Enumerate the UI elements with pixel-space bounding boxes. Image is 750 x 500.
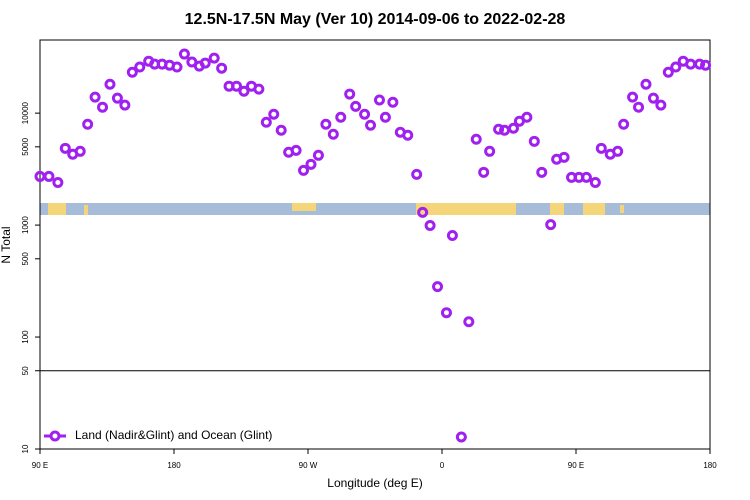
point — [470, 133, 482, 145]
point — [685, 58, 697, 70]
legend-label: Land (Nadir&Glint) and Ocean (Glint) — [75, 428, 272, 442]
point — [493, 123, 505, 135]
chart-title: 12.5N-17.5N May (Ver 10) 2014-09-06 to 2… — [185, 11, 566, 28]
point — [455, 431, 467, 443]
point — [335, 111, 347, 123]
point — [275, 124, 287, 136]
point — [507, 122, 519, 134]
x-tick-label: 90 E — [568, 461, 584, 470]
point — [647, 92, 659, 104]
point — [424, 220, 436, 232]
point — [350, 100, 362, 112]
point — [446, 230, 458, 242]
point — [463, 316, 475, 328]
point — [104, 78, 116, 90]
y-tick-label: 50 — [21, 366, 30, 375]
point — [612, 145, 624, 157]
point — [432, 281, 444, 293]
point — [126, 66, 138, 78]
y-tick-label: 5000 — [21, 137, 30, 155]
point — [627, 91, 639, 103]
x-tick-label: 90 E — [32, 461, 48, 470]
point — [74, 145, 86, 157]
point — [700, 59, 712, 71]
x-tick-label: 90 W — [299, 461, 318, 470]
point — [655, 99, 667, 111]
point — [111, 92, 123, 104]
point — [478, 166, 490, 178]
point — [545, 219, 557, 231]
point — [558, 151, 570, 163]
point — [484, 145, 496, 157]
point — [327, 128, 339, 140]
map-strip — [40, 203, 710, 215]
point — [694, 58, 706, 70]
point — [89, 91, 101, 103]
point — [589, 177, 601, 189]
point — [387, 96, 399, 108]
point — [268, 108, 280, 120]
point — [633, 101, 645, 113]
point — [171, 61, 183, 73]
x-tick-label: 0 — [440, 461, 445, 470]
y-tick-label: 100 — [21, 330, 30, 344]
point — [379, 111, 391, 123]
point — [260, 116, 272, 128]
point — [216, 62, 228, 74]
point — [253, 83, 265, 95]
point — [618, 118, 630, 130]
point — [320, 118, 332, 130]
point — [536, 166, 548, 178]
y-axis-label: N Total — [0, 226, 13, 263]
point — [373, 94, 385, 106]
point — [238, 85, 250, 97]
point — [298, 164, 310, 176]
point — [365, 119, 377, 131]
point — [52, 177, 64, 189]
point — [402, 129, 414, 141]
x-tick-label: 180 — [167, 461, 181, 470]
y-tick-label: 1000 — [21, 216, 30, 234]
point — [359, 108, 371, 120]
point — [499, 124, 511, 136]
point — [231, 80, 243, 92]
point — [290, 144, 302, 156]
point — [580, 171, 592, 183]
point — [662, 66, 674, 78]
point — [595, 142, 607, 154]
point — [305, 158, 317, 170]
point — [344, 88, 356, 100]
point — [440, 307, 452, 319]
y-tick-label: 10000 — [21, 101, 30, 124]
point — [417, 206, 429, 218]
point — [312, 149, 324, 161]
point — [208, 52, 220, 64]
point — [178, 48, 190, 60]
point — [528, 135, 540, 147]
point — [670, 61, 682, 73]
point — [199, 57, 211, 69]
plot-frame — [39, 39, 711, 450]
point — [521, 111, 533, 123]
point — [97, 101, 109, 113]
point — [59, 142, 71, 154]
point — [82, 118, 94, 130]
legend-marker — [49, 430, 61, 442]
y-tick-label: 10 — [21, 444, 30, 453]
point — [119, 99, 131, 111]
x-axis-label: Longitude (deg E) — [327, 476, 422, 490]
point — [640, 78, 652, 90]
y-tick-label: 500 — [21, 252, 30, 266]
point — [134, 61, 146, 73]
point — [43, 170, 55, 182]
point — [411, 168, 423, 180]
x-tick-label: 180 — [703, 461, 717, 470]
